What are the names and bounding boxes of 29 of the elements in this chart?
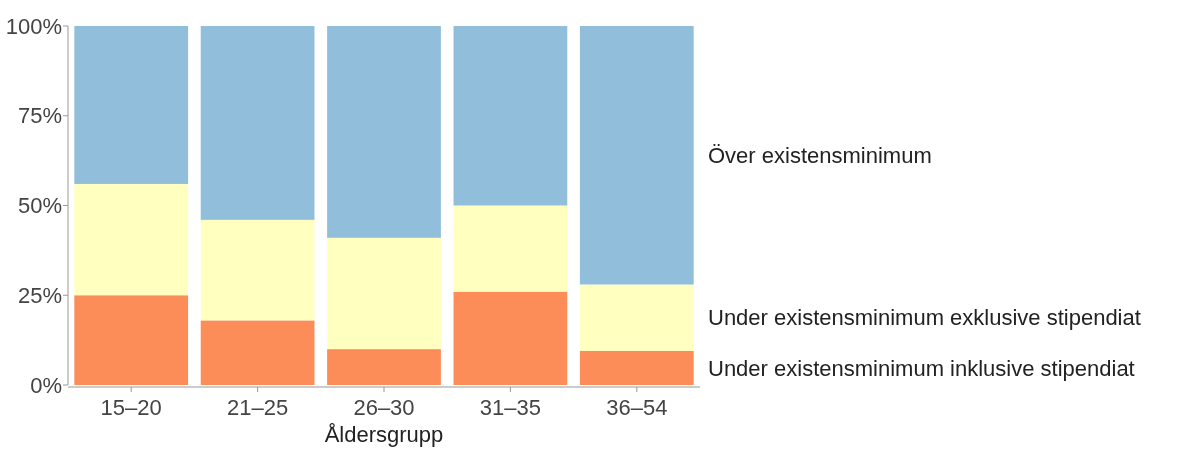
y-tick-label: 50%	[17, 193, 62, 219]
bar	[579, 26, 694, 285]
y-tick-label: 0%	[30, 372, 62, 398]
bar	[327, 237, 441, 350]
bar	[453, 205, 568, 292]
bar	[74, 183, 189, 296]
bar	[327, 26, 441, 238]
x-axis-title: Åldersgrupp	[324, 422, 444, 447]
bar	[200, 320, 315, 385]
bar	[579, 284, 694, 351]
bar	[453, 291, 568, 385]
x-tick-label: 21–25	[227, 395, 289, 420]
x-tick-label: 26–30	[353, 395, 415, 420]
series-label: Över existensminimum	[708, 142, 932, 168]
bar	[200, 219, 315, 321]
bar	[327, 349, 441, 385]
x-tick-label: 36–54	[606, 395, 668, 420]
series-label: Under existensminimum inklusive stipendiat	[708, 355, 1135, 381]
bar	[453, 26, 568, 206]
y-tick-label: 100%	[5, 13, 62, 39]
bar	[579, 350, 694, 385]
y-tick-label: 75%	[17, 103, 62, 129]
series-label: Under existensminimum exklusive stipendiat	[708, 305, 1141, 331]
bar	[200, 26, 315, 220]
y-tick-label: 25%	[17, 282, 62, 308]
x-tick-label: 31–35	[479, 395, 541, 420]
bar	[74, 295, 189, 385]
bar	[74, 26, 189, 184]
x-tick-label: 15–20	[100, 395, 162, 420]
